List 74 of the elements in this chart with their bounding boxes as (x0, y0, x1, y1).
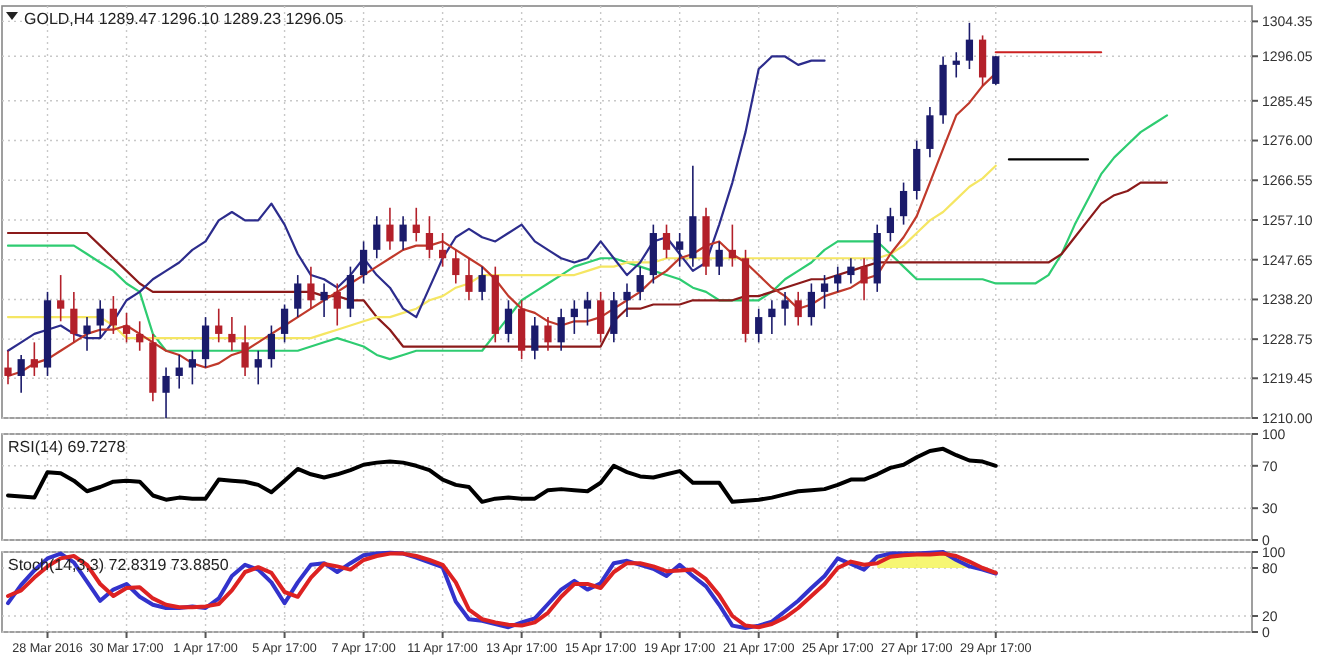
candlestick (465, 257, 473, 302)
candlestick (992, 55, 1000, 86)
candlestick (781, 291, 789, 327)
candlestick (610, 291, 618, 344)
candlestick (518, 299, 526, 360)
candlestick (676, 232, 684, 268)
candlestick (162, 366, 170, 419)
candlestick (333, 282, 341, 327)
candlestick (478, 265, 486, 302)
candlestick (820, 274, 829, 310)
candlestick (241, 324, 249, 377)
candlestick (373, 215, 381, 260)
candlestick (294, 274, 302, 318)
candlestick (544, 316, 552, 352)
candlestick (280, 303, 289, 344)
candlestick (254, 349, 262, 386)
candlestick (175, 354, 183, 390)
candlestick (70, 291, 78, 344)
candlestick (346, 265, 355, 318)
candlestick (860, 257, 868, 302)
candlestick (188, 349, 196, 386)
candlestick (662, 223, 671, 260)
candlestick (913, 139, 921, 201)
candlestick (531, 316, 539, 360)
candlestick (412, 207, 420, 243)
candlestick (689, 164, 697, 268)
candlestick (794, 291, 802, 327)
candlestick (965, 22, 974, 70)
candlestick (886, 207, 895, 243)
candlestick (425, 215, 434, 260)
candlestick (636, 265, 644, 302)
candlestick (17, 354, 25, 394)
chart-title: GOLD,H4 1289.47 1296.10 1289.23 1296.05 (24, 10, 345, 28)
candlestick (30, 341, 38, 377)
candlestick (109, 295, 117, 335)
candlestick (122, 312, 131, 344)
candlestick (597, 291, 605, 344)
candlestick (926, 106, 934, 159)
candlestick (215, 307, 223, 344)
candlestick (557, 307, 565, 352)
candlestick (4, 349, 12, 386)
candlestick (452, 249, 460, 285)
candlestick (755, 307, 763, 344)
candlestick (83, 316, 91, 352)
candlestick (978, 34, 987, 87)
candlestick (386, 207, 394, 251)
candlestick (715, 240, 723, 276)
candlestick (623, 282, 631, 318)
candlestick (847, 257, 855, 285)
candlestick (583, 291, 592, 327)
candlestick (807, 282, 816, 327)
candlestick (136, 320, 144, 352)
candlestick (359, 240, 368, 285)
candlestick (57, 274, 65, 323)
candlestick (96, 299, 104, 339)
candlestick (201, 316, 210, 369)
candlestick (834, 265, 842, 293)
line-series (6, 72, 997, 378)
candlestick (728, 223, 736, 268)
candlestick (320, 282, 328, 318)
candlestick (952, 51, 960, 79)
candlestick (228, 316, 236, 352)
line-series (6, 181, 1169, 348)
candlestick (768, 299, 776, 335)
chart-title: RSI(14) 69.7278 (8, 438, 127, 456)
candlestick (267, 324, 276, 369)
candlestick (649, 223, 657, 285)
candlestick (899, 181, 908, 226)
candlestick (399, 215, 407, 251)
candlestick (439, 232, 447, 268)
line-series (6, 55, 826, 352)
candlestick (570, 299, 578, 335)
candlestick (504, 299, 513, 344)
candlestick (307, 265, 315, 310)
